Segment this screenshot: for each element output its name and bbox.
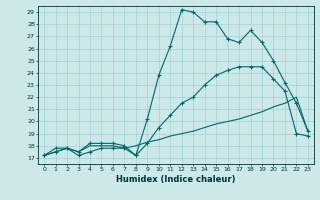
X-axis label: Humidex (Indice chaleur): Humidex (Indice chaleur) <box>116 175 236 184</box>
